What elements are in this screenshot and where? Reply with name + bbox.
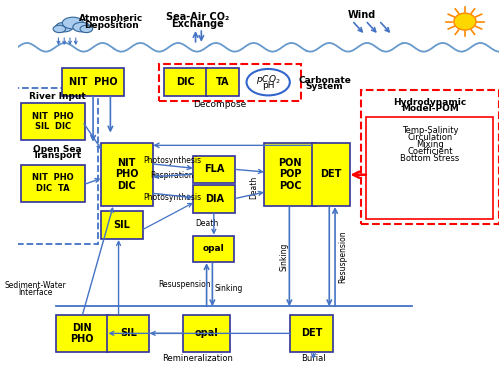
Text: Open Sea: Open Sea: [33, 145, 82, 154]
Text: Remineralization: Remineralization: [162, 354, 234, 363]
Text: Sinking: Sinking: [214, 284, 242, 293]
Ellipse shape: [80, 25, 92, 33]
Text: Hydrodynamic: Hydrodynamic: [393, 98, 466, 107]
Text: Death: Death: [195, 219, 218, 228]
Text: SIL: SIL: [114, 220, 130, 230]
Text: FLA: FLA: [204, 164, 225, 174]
Text: NIT  PHO
SIL  DIC: NIT PHO SIL DIC: [32, 112, 74, 131]
Text: Atmospheric: Atmospheric: [79, 14, 144, 23]
Text: Death: Death: [249, 176, 258, 199]
FancyBboxPatch shape: [264, 143, 316, 206]
Text: Deposition: Deposition: [84, 21, 138, 30]
Text: Interface: Interface: [18, 288, 53, 297]
Text: NIT  PHO
DIC  TA: NIT PHO DIC TA: [32, 174, 74, 193]
FancyBboxPatch shape: [193, 156, 236, 183]
Text: Photosynthesis: Photosynthesis: [144, 193, 202, 202]
Text: Coefficient: Coefficient: [407, 147, 453, 156]
Ellipse shape: [246, 69, 290, 95]
FancyBboxPatch shape: [22, 165, 85, 202]
Text: Resuspension: Resuspension: [338, 230, 347, 283]
Text: Circulation: Circulation: [407, 133, 453, 142]
Text: opal: opal: [194, 328, 218, 338]
Text: Respiration: Respiration: [150, 171, 194, 180]
FancyBboxPatch shape: [206, 68, 239, 96]
Text: DIA: DIA: [205, 194, 224, 204]
Text: NIT  PHO: NIT PHO: [69, 77, 117, 87]
FancyBboxPatch shape: [62, 68, 124, 96]
FancyBboxPatch shape: [290, 314, 333, 352]
Text: NIT
PHO
DIC: NIT PHO DIC: [115, 158, 138, 191]
Text: DET: DET: [301, 328, 322, 338]
Text: Mixing: Mixing: [416, 140, 444, 149]
Text: Temp-Salinity: Temp-Salinity: [402, 126, 458, 135]
Text: Decompose: Decompose: [193, 100, 246, 110]
Text: Bottom Stress: Bottom Stress: [400, 154, 460, 163]
Text: Sea-Air CO₂: Sea-Air CO₂: [166, 12, 230, 22]
Text: DIN
PHO: DIN PHO: [70, 323, 94, 344]
Text: Sediment-Water: Sediment-Water: [5, 282, 66, 290]
FancyBboxPatch shape: [164, 68, 206, 96]
Text: Model-POM: Model-POM: [401, 104, 459, 114]
FancyBboxPatch shape: [193, 185, 236, 212]
Text: River Input: River Input: [29, 92, 86, 101]
FancyBboxPatch shape: [101, 143, 152, 206]
Text: PON
POP
POC: PON POP POC: [278, 158, 302, 191]
Circle shape: [454, 13, 476, 30]
FancyBboxPatch shape: [182, 314, 230, 352]
Text: Transport: Transport: [33, 151, 82, 160]
Ellipse shape: [53, 25, 66, 33]
Text: DIC: DIC: [176, 77, 195, 87]
Text: opal: opal: [202, 245, 224, 253]
Text: Wind: Wind: [348, 10, 376, 20]
Text: System: System: [306, 82, 344, 91]
FancyBboxPatch shape: [108, 314, 150, 352]
Text: Sinking: Sinking: [279, 242, 288, 271]
FancyBboxPatch shape: [22, 103, 85, 140]
Text: Resuspension: Resuspension: [158, 280, 212, 289]
Text: DET: DET: [320, 169, 342, 179]
Text: Burial: Burial: [301, 354, 326, 363]
Text: SIL: SIL: [120, 328, 137, 338]
Text: TA: TA: [216, 77, 229, 87]
Text: pH: pH: [262, 81, 274, 90]
FancyBboxPatch shape: [193, 236, 234, 262]
Text: Carbonate: Carbonate: [298, 76, 351, 85]
FancyBboxPatch shape: [101, 211, 142, 239]
Ellipse shape: [62, 17, 84, 29]
Text: Photosynthesis: Photosynthesis: [144, 156, 202, 165]
Text: Exchange: Exchange: [172, 19, 224, 29]
FancyBboxPatch shape: [312, 143, 350, 206]
Ellipse shape: [73, 22, 90, 32]
Ellipse shape: [56, 22, 73, 32]
FancyBboxPatch shape: [56, 314, 108, 352]
Text: $p$CO$_2$: $p$CO$_2$: [256, 74, 280, 87]
